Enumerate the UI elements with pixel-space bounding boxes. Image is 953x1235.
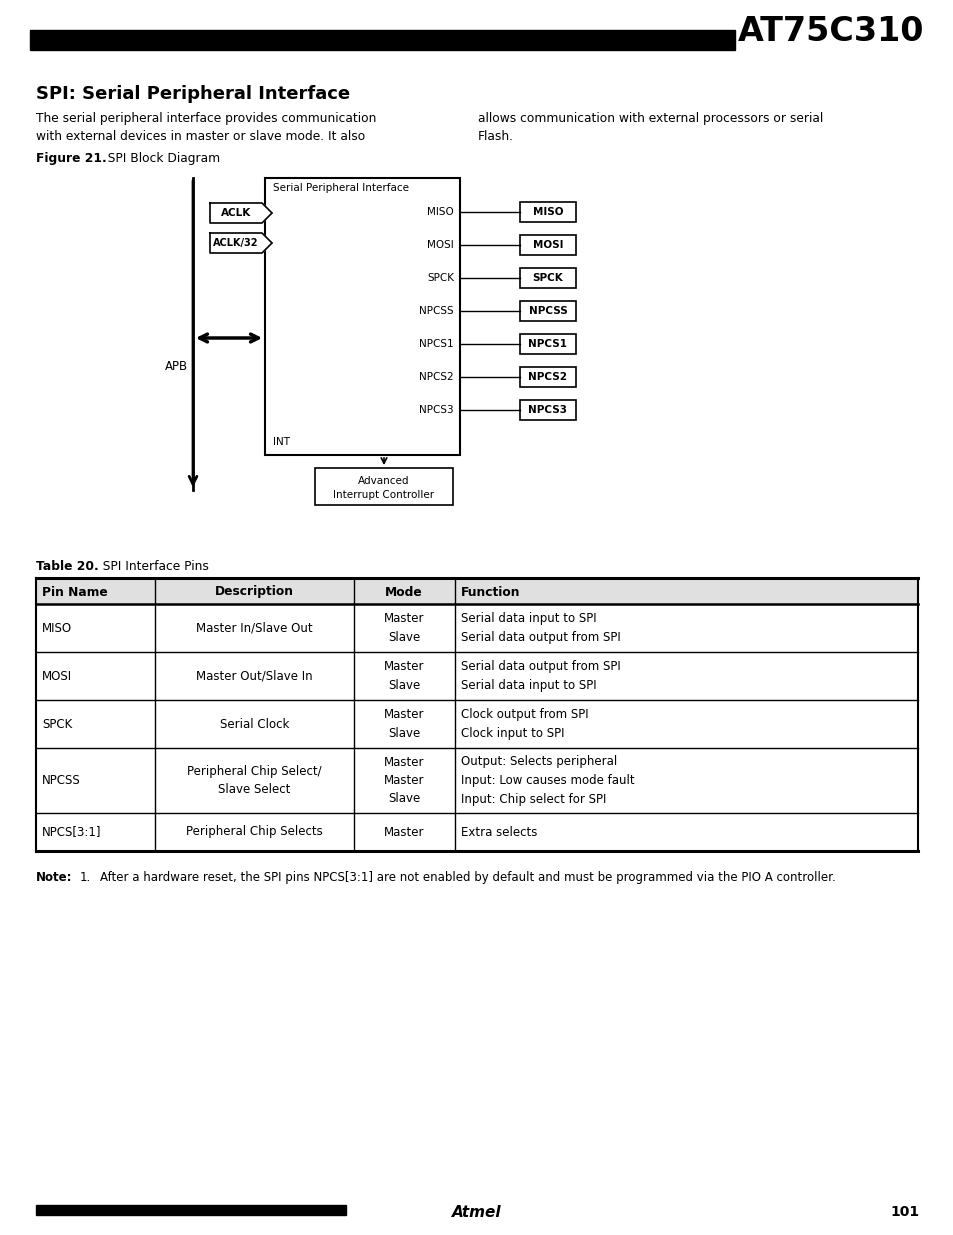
Text: NPCS2: NPCS2 — [419, 372, 454, 382]
Text: MOSI: MOSI — [532, 240, 562, 249]
Bar — [519, 301, 576, 321]
Bar — [519, 367, 576, 387]
Text: SPI Interface Pins: SPI Interface Pins — [95, 559, 209, 573]
Text: Master
Slave: Master Slave — [383, 613, 424, 643]
Text: NPCS1: NPCS1 — [528, 338, 567, 350]
Text: SPI Block Diagram: SPI Block Diagram — [100, 152, 220, 165]
Text: Note:: Note: — [36, 871, 72, 884]
Text: MISO: MISO — [427, 207, 454, 217]
Text: Master In/Slave Out: Master In/Slave Out — [195, 621, 313, 635]
Bar — [519, 268, 576, 288]
Text: allows communication with external processors or serial
Flash.: allows communication with external proce… — [477, 112, 822, 143]
Bar — [314, 468, 453, 505]
Text: Serial Peripheral Interface: Serial Peripheral Interface — [273, 183, 409, 193]
Text: Function: Function — [460, 585, 520, 599]
Text: NPCS[3:1]: NPCS[3:1] — [42, 825, 101, 839]
Text: NPCS2: NPCS2 — [528, 372, 567, 382]
Text: MISO: MISO — [42, 621, 72, 635]
Text: 1.: 1. — [80, 871, 91, 884]
Text: 101: 101 — [890, 1205, 919, 1219]
Text: SPCK: SPCK — [42, 718, 72, 730]
Polygon shape — [210, 203, 272, 224]
Text: Serial data output from SPI
Serial data input to SPI: Serial data output from SPI Serial data … — [460, 661, 620, 692]
Text: Clock output from SPI
Clock input to SPI: Clock output from SPI Clock input to SPI — [460, 708, 588, 740]
Text: Table 20.: Table 20. — [36, 559, 99, 573]
Text: MOSI: MOSI — [42, 669, 72, 683]
Text: Master
Master
Slave: Master Master Slave — [383, 756, 424, 805]
Text: Master: Master — [383, 825, 424, 839]
Text: Master Out/Slave In: Master Out/Slave In — [195, 669, 313, 683]
Text: MISO: MISO — [532, 207, 562, 217]
Text: Output: Selects peripheral
Input: Low causes mode fault
Input: Chip select for S: Output: Selects peripheral Input: Low ca… — [460, 756, 634, 805]
Text: AT75C310: AT75C310 — [737, 15, 923, 48]
Text: NPCS1: NPCS1 — [419, 338, 454, 350]
Text: Peripheral Chip Select/
Slave Select: Peripheral Chip Select/ Slave Select — [187, 764, 321, 797]
Bar — [519, 400, 576, 420]
Bar — [36, 1205, 346, 1215]
Text: NPCSS: NPCSS — [42, 774, 81, 787]
Text: ACLK: ACLK — [221, 207, 251, 219]
Text: NPCSS: NPCSS — [419, 306, 454, 316]
Text: INT: INT — [273, 437, 290, 447]
Bar — [519, 333, 576, 354]
Text: Mode: Mode — [385, 585, 423, 599]
Text: Serial Clock: Serial Clock — [219, 718, 289, 730]
Text: ACLK/32: ACLK/32 — [213, 238, 258, 248]
Text: Serial data input to SPI
Serial data output from SPI: Serial data input to SPI Serial data out… — [460, 613, 620, 643]
Text: Description: Description — [214, 585, 294, 599]
Polygon shape — [210, 233, 272, 253]
Text: APB: APB — [165, 359, 188, 373]
Bar — [36, 578, 917, 604]
Bar — [519, 235, 576, 254]
Text: MOSI: MOSI — [427, 240, 454, 249]
Bar — [265, 178, 459, 454]
Text: After a hardware reset, the SPI pins NPCS[3:1] are not enabled by default and mu: After a hardware reset, the SPI pins NPC… — [100, 871, 835, 884]
Text: Master
Slave: Master Slave — [383, 708, 424, 740]
Bar — [519, 203, 576, 222]
Text: The serial peripheral interface provides communication
with external devices in : The serial peripheral interface provides… — [36, 112, 376, 143]
Text: SPI: Serial Peripheral Interface: SPI: Serial Peripheral Interface — [36, 85, 350, 103]
Bar — [30, 30, 734, 49]
Text: NPCS3: NPCS3 — [528, 405, 567, 415]
Text: Advanced
Interrupt Controller: Advanced Interrupt Controller — [334, 477, 435, 500]
Text: Atmel: Atmel — [452, 1205, 501, 1220]
Text: Peripheral Chip Selects: Peripheral Chip Selects — [186, 825, 322, 839]
Text: SPCK: SPCK — [427, 273, 454, 283]
Text: Master
Slave: Master Slave — [383, 661, 424, 692]
Text: NPCSS: NPCSS — [528, 306, 567, 316]
Text: SPCK: SPCK — [532, 273, 563, 283]
Text: Extra selects: Extra selects — [460, 825, 537, 839]
Text: Pin Name: Pin Name — [42, 585, 108, 599]
Text: NPCS3: NPCS3 — [419, 405, 454, 415]
Text: Figure 21.: Figure 21. — [36, 152, 107, 165]
